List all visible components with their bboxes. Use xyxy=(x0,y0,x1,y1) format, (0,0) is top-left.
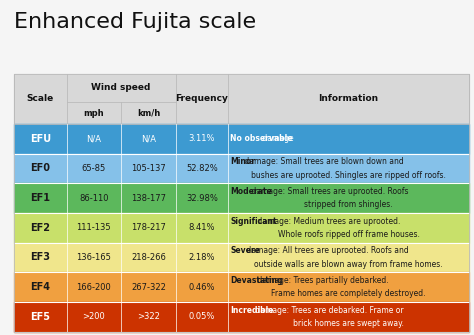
Bar xyxy=(14,272,469,302)
Text: EFU: EFU xyxy=(30,134,51,144)
Bar xyxy=(14,302,469,332)
Text: mph: mph xyxy=(83,109,104,118)
Text: Devastating: Devastating xyxy=(230,276,283,285)
Text: damage: damage xyxy=(260,134,294,143)
Text: 138-177: 138-177 xyxy=(131,194,166,203)
Text: 111-135: 111-135 xyxy=(76,223,111,232)
Text: 105-137: 105-137 xyxy=(131,164,166,173)
Text: EF5: EF5 xyxy=(30,312,50,322)
Text: 86-110: 86-110 xyxy=(79,194,109,203)
Text: >200: >200 xyxy=(82,312,105,321)
Text: Frame homes are completely destroyed.: Frame homes are completely destroyed. xyxy=(272,289,426,298)
Text: outside walls are blown away from frame homes.: outside walls are blown away from frame … xyxy=(255,260,443,269)
Text: stripped from shingles.: stripped from shingles. xyxy=(304,200,393,209)
Bar xyxy=(14,213,469,243)
Text: Scale: Scale xyxy=(27,94,54,103)
Text: damage: Trees are debarked. Frame or: damage: Trees are debarked. Frame or xyxy=(253,306,404,315)
Bar xyxy=(14,154,469,183)
Text: 136-165: 136-165 xyxy=(76,253,111,262)
Text: Minor: Minor xyxy=(230,157,255,166)
Text: N/A: N/A xyxy=(141,134,156,143)
Text: 178-217: 178-217 xyxy=(131,223,166,232)
Text: Frequency: Frequency xyxy=(175,94,228,103)
Text: N/A: N/A xyxy=(86,134,101,143)
Text: 0.46%: 0.46% xyxy=(189,283,215,292)
Text: 52.82%: 52.82% xyxy=(186,164,218,173)
Text: Severe: Severe xyxy=(230,246,260,255)
Text: Moderate: Moderate xyxy=(230,187,272,196)
Text: No observable: No observable xyxy=(230,134,293,143)
Text: EF1: EF1 xyxy=(30,193,50,203)
Text: Enhanced Fujita scale: Enhanced Fujita scale xyxy=(14,12,256,32)
Text: 65-85: 65-85 xyxy=(82,164,106,173)
Text: 0.05%: 0.05% xyxy=(189,312,215,321)
Text: damage: Trees partially debarked.: damage: Trees partially debarked. xyxy=(255,276,389,285)
Bar xyxy=(14,183,469,213)
Text: km/h: km/h xyxy=(137,109,160,118)
Text: 3.11%: 3.11% xyxy=(189,134,215,143)
Text: Wind speed: Wind speed xyxy=(91,83,151,92)
Text: Incredible: Incredible xyxy=(230,306,274,315)
Bar xyxy=(14,124,469,154)
Text: EF0: EF0 xyxy=(30,163,50,174)
Text: 267-322: 267-322 xyxy=(131,283,166,292)
Text: 218-266: 218-266 xyxy=(131,253,166,262)
Text: damage: Small trees are uprooted. Roofs: damage: Small trees are uprooted. Roofs xyxy=(249,187,408,196)
Text: 166-200: 166-200 xyxy=(76,283,111,292)
Text: damage: Medium trees are uprooted.: damage: Medium trees are uprooted. xyxy=(255,217,401,226)
Text: damage: All trees are uprooted. Roofs and: damage: All trees are uprooted. Roofs an… xyxy=(244,246,409,255)
Text: 32.98%: 32.98% xyxy=(186,194,218,203)
Text: brick homes are swept away.: brick homes are swept away. xyxy=(293,319,404,328)
Text: 2.18%: 2.18% xyxy=(189,253,215,262)
Text: 8.41%: 8.41% xyxy=(189,223,215,232)
Text: EF2: EF2 xyxy=(30,223,50,233)
Text: EF4: EF4 xyxy=(30,282,50,292)
Text: damage: Small trees are blown down and: damage: Small trees are blown down and xyxy=(242,157,403,166)
Text: EF3: EF3 xyxy=(30,253,50,262)
Text: Whole roofs ripped off frame houses.: Whole roofs ripped off frame houses. xyxy=(278,230,419,239)
Text: >322: >322 xyxy=(137,312,160,321)
Bar xyxy=(14,74,469,124)
Bar xyxy=(14,243,469,272)
Text: Significant: Significant xyxy=(230,217,277,226)
Text: Information: Information xyxy=(319,94,379,103)
Text: bushes are uprooted. Shingles are ripped off roofs.: bushes are uprooted. Shingles are ripped… xyxy=(251,171,446,180)
